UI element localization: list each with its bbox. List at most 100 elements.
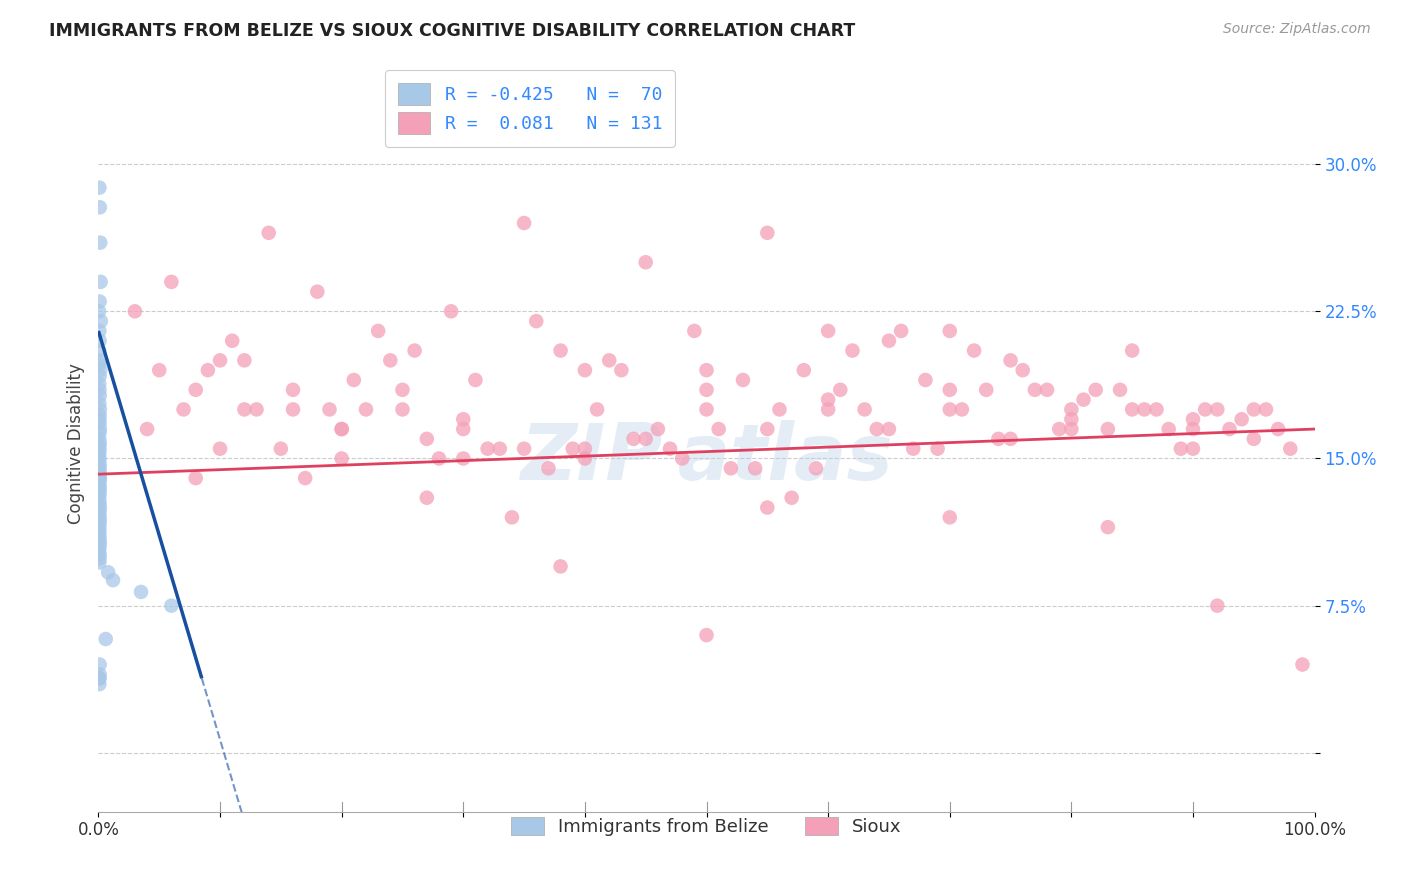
Point <box>416 491 439 505</box>
Point <box>233 353 256 368</box>
Point <box>89 369 111 384</box>
Point <box>89 481 111 495</box>
Point <box>586 402 609 417</box>
Point <box>453 412 475 426</box>
Point <box>427 451 450 466</box>
Point <box>513 216 536 230</box>
Point <box>89 524 111 538</box>
Point <box>574 451 596 466</box>
Point <box>1170 442 1192 456</box>
Point <box>453 422 475 436</box>
Point <box>550 343 572 358</box>
Point <box>343 373 366 387</box>
Point <box>221 334 243 348</box>
Point <box>1218 422 1240 436</box>
Point <box>209 442 232 456</box>
Point <box>696 402 718 417</box>
Point <box>1073 392 1095 407</box>
Point <box>817 392 839 407</box>
Point <box>1060 402 1083 417</box>
Point <box>1243 402 1265 417</box>
Point <box>1036 383 1059 397</box>
Point <box>1243 432 1265 446</box>
Point <box>89 667 111 681</box>
Point <box>89 516 111 531</box>
Point <box>927 442 949 456</box>
Point <box>318 402 340 417</box>
Point <box>281 383 304 397</box>
Point <box>1000 432 1022 446</box>
Point <box>756 422 779 436</box>
Point <box>550 559 572 574</box>
Point <box>939 402 962 417</box>
Point <box>89 324 111 338</box>
Point <box>731 373 754 387</box>
Point <box>89 492 111 507</box>
Point <box>89 489 111 503</box>
Point <box>89 484 111 499</box>
Point <box>281 402 304 417</box>
Point <box>87 304 110 318</box>
Point <box>160 275 183 289</box>
Point <box>89 548 111 562</box>
Point <box>696 383 718 397</box>
Point <box>720 461 742 475</box>
Point <box>89 556 111 570</box>
Point <box>89 657 111 672</box>
Point <box>464 373 486 387</box>
Point <box>257 226 280 240</box>
Point <box>696 628 718 642</box>
Point <box>817 324 839 338</box>
Point <box>89 448 111 462</box>
Point <box>1060 422 1083 436</box>
Point <box>90 314 112 328</box>
Point <box>89 532 111 546</box>
Point <box>974 383 997 397</box>
Point <box>634 255 657 269</box>
Point <box>683 324 706 338</box>
Text: IMMIGRANTS FROM BELIZE VS SIOUX COGNITIVE DISABILITY CORRELATION CHART: IMMIGRANTS FROM BELIZE VS SIOUX COGNITIV… <box>49 22 855 40</box>
Point <box>1109 383 1132 397</box>
Point <box>136 422 159 436</box>
Point <box>330 451 353 466</box>
Point <box>89 459 111 474</box>
Point <box>1133 402 1156 417</box>
Point <box>1267 422 1289 436</box>
Point <box>89 200 111 214</box>
Point <box>950 402 973 417</box>
Point <box>877 334 900 348</box>
Point <box>939 383 962 397</box>
Point <box>89 500 111 515</box>
Point <box>380 353 402 368</box>
Point <box>768 402 790 417</box>
Point <box>1121 402 1143 417</box>
Point <box>89 508 111 523</box>
Point <box>89 465 111 479</box>
Point <box>89 416 111 430</box>
Point <box>647 422 669 436</box>
Point <box>89 677 111 691</box>
Point <box>440 304 463 318</box>
Point <box>939 510 962 524</box>
Point <box>1206 599 1229 613</box>
Point <box>89 440 111 454</box>
Point <box>89 435 111 450</box>
Point <box>830 383 852 397</box>
Point <box>89 451 111 466</box>
Point <box>89 376 111 391</box>
Point <box>1097 422 1119 436</box>
Point <box>1121 343 1143 358</box>
Point <box>671 451 693 466</box>
Point <box>89 671 111 685</box>
Point <box>1060 412 1083 426</box>
Point <box>707 422 730 436</box>
Point <box>1097 520 1119 534</box>
Point <box>453 451 475 466</box>
Point <box>780 491 803 505</box>
Point <box>89 425 111 440</box>
Point <box>756 500 779 515</box>
Point <box>903 442 925 456</box>
Point <box>1230 412 1253 426</box>
Y-axis label: Cognitive Disability: Cognitive Disability <box>66 363 84 524</box>
Point <box>744 461 766 475</box>
